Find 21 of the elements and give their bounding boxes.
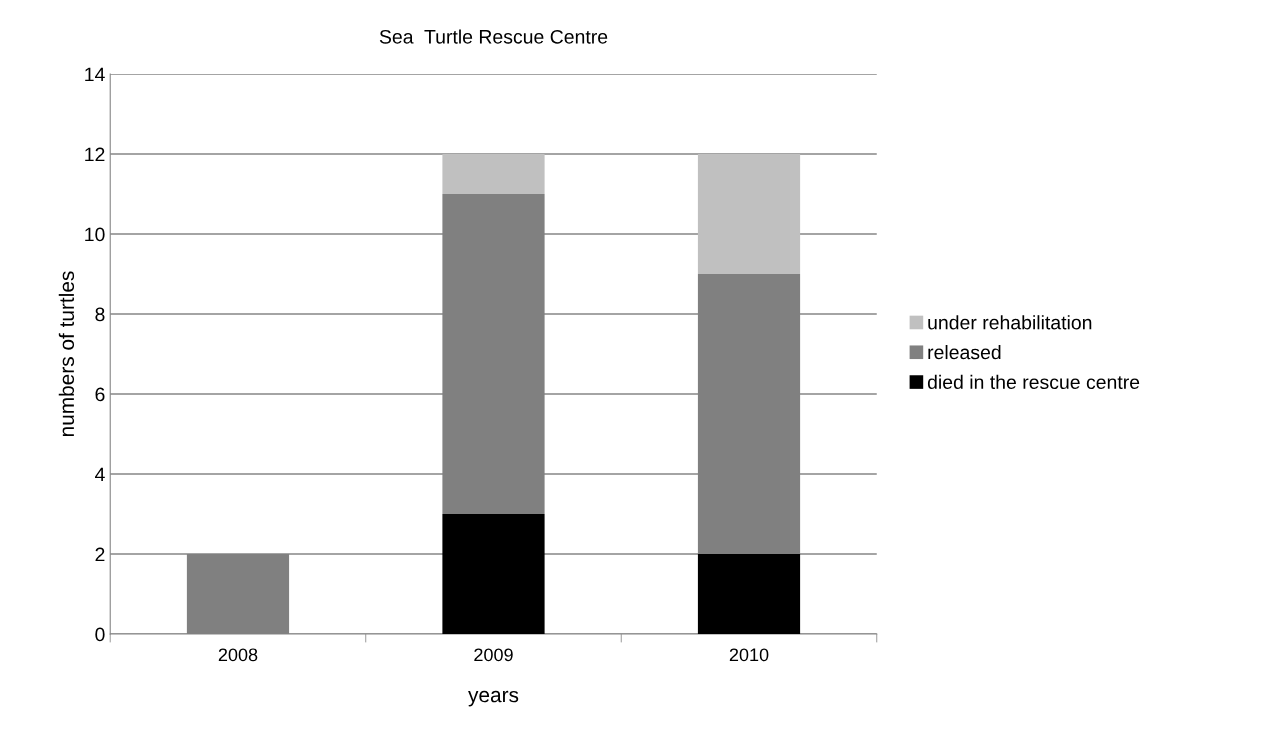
- y-tick-label: 8: [95, 307, 105, 322]
- legend-label: died in the rescue centre: [927, 374, 1140, 390]
- legend-label: under rehabilitation: [928, 315, 1092, 330]
- x-tick-label: 2009: [474, 648, 513, 662]
- bar: [697, 554, 801, 635]
- y-tick-label: 12: [85, 147, 105, 162]
- chart-title: Sea Turtle Rescue Centre: [379, 29, 608, 44]
- bar: [442, 154, 545, 195]
- x-tick-label: 2008: [218, 648, 258, 662]
- y-tick-label: 6: [95, 387, 105, 402]
- y-tick-label: 0: [95, 627, 105, 642]
- x-tick-label: 2010: [729, 648, 769, 662]
- legend-label: released: [928, 344, 1001, 360]
- y-tick-label: 4: [95, 467, 105, 482]
- y-axis-title: numbers of turtles: [58, 271, 75, 437]
- y-tick-label: 2: [95, 547, 105, 562]
- bar: [442, 514, 545, 635]
- bar: [697, 154, 801, 275]
- x-axis-title: years: [468, 690, 519, 707]
- y-tick-label: 10: [85, 227, 105, 242]
- y-tick-label: 14: [85, 67, 105, 82]
